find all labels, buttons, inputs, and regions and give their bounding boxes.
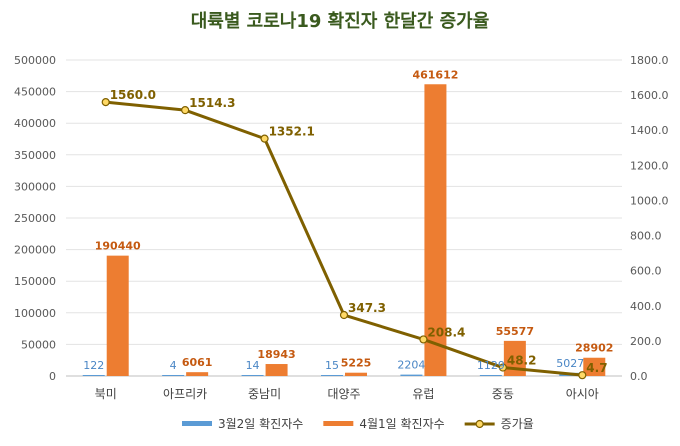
legend-label: 증가율: [501, 417, 534, 431]
bar-value-label: 6061: [182, 356, 213, 369]
rate-marker: [419, 335, 428, 344]
legend-marker: [475, 419, 484, 429]
left-tick-label: 50000: [21, 338, 56, 351]
left-tick-label: 350000: [14, 149, 56, 162]
left-tick-label: 0: [49, 370, 56, 383]
right-tick-label: 1000.0: [630, 194, 669, 207]
gridlines: [66, 59, 622, 377]
rate-value-label: 1514.3: [189, 96, 235, 110]
rate-value-label: 4.7: [586, 361, 607, 375]
category-label: 유럽: [412, 387, 434, 401]
category-label: 대양주: [327, 387, 360, 401]
bar-mar2-5: [400, 374, 423, 376]
left-axis: 0 50000 100000 150000 200000 250000 300000 3500…: [14, 54, 56, 383]
rate-value-label: 347.3: [348, 301, 386, 315]
bar-apr1-1: [106, 255, 129, 376]
left-tick-label: 100000: [14, 307, 56, 320]
bar-apr1-5: [424, 84, 447, 376]
rate-marker: [260, 134, 269, 143]
right-tick-label: 1800.0: [630, 54, 669, 67]
rate-value-label: 1560.0: [110, 88, 156, 102]
right-tick-label: 200.0: [630, 335, 662, 348]
bar-mar2-6: [479, 375, 502, 376]
legend-label: 3월2일 확진자수: [218, 417, 303, 431]
rate-value-label: 1352.1: [269, 125, 315, 139]
bars: [82, 84, 606, 376]
right-tick-label: 0.0: [630, 370, 648, 383]
right-tick-label: 400.0: [630, 300, 662, 313]
right-tick-label: 600.0: [630, 265, 662, 278]
bar-value-label: 4: [170, 359, 177, 372]
bar-value-label: 18943: [257, 348, 295, 361]
left-tick-label: 500000: [14, 54, 56, 67]
bar-value-label: 14: [246, 359, 260, 372]
bar-mar2-4: [321, 375, 343, 376]
rate-marker: [339, 310, 349, 320]
category-label: 중남미: [248, 387, 281, 401]
legend-label: 4월1일 확진자수: [359, 417, 444, 431]
left-tick-label: 400000: [14, 117, 56, 130]
bar-value-label: 5225: [341, 357, 372, 370]
bar-apr1-3: [265, 364, 288, 376]
x-axis: 북미 아프리카 중남미 대양주 유럽 중동 아시아: [95, 387, 599, 401]
right-axis: 0.0 200.0 400.0 600.0 800.0 1000.0 1200.0 1400.…: [630, 54, 669, 383]
category-label: 중동: [492, 387, 514, 401]
right-tick-label: 800.0: [630, 230, 662, 243]
category-label: 아시아: [566, 387, 599, 401]
bar-value-label: 28902: [575, 342, 613, 355]
legend: 3월2일 확진자수 4월1일 확진자수 증가율: [182, 417, 534, 431]
right-tick-label: 1400.0: [630, 124, 669, 137]
bar-value-label: 122: [83, 359, 104, 372]
bar-mar2-2: [162, 375, 185, 376]
left-tick-label: 250000: [14, 212, 56, 225]
rate-value-label: 48.2: [507, 354, 537, 368]
bar-mar2-1: [82, 375, 105, 376]
bar-apr1-4: [345, 372, 367, 376]
right-tick-label: 1200.0: [630, 159, 669, 172]
bar-apr1-2: [186, 372, 209, 376]
rate-marker: [578, 371, 587, 380]
left-tick-label: 150000: [14, 275, 56, 288]
legend-swatch: [182, 421, 212, 426]
category-label: 아프리카: [163, 387, 207, 401]
chart-title: 대륙별 코로나19 확진자 한달간 증가율: [191, 11, 490, 32]
rate-value-label: 208.4: [427, 325, 465, 339]
rate-marker: [101, 98, 110, 107]
bar-value-label: 190440: [95, 240, 141, 253]
left-tick-label: 450000: [14, 86, 56, 99]
legend-swatch: [323, 421, 354, 426]
bar-value-label: 461612: [412, 68, 458, 81]
bar-value-label: 1129: [477, 359, 505, 372]
right-tick-label: 1600.0: [630, 89, 669, 102]
bar-value-label: 55577: [496, 325, 534, 338]
bar-value-label: 15: [325, 359, 339, 372]
bar-mar2-3: [241, 375, 264, 376]
rate-line-series: [101, 98, 587, 380]
left-tick-label: 300000: [14, 180, 56, 193]
bar-value-label: 2204: [397, 359, 425, 372]
bar-apr1-7: [583, 357, 606, 376]
rate-marker: [498, 363, 507, 372]
left-tick-label: 200000: [14, 244, 56, 257]
rate-marker: [181, 106, 190, 115]
category-label: 북미: [95, 387, 117, 401]
data-labels: 122 4 14 15 2204 1129 5027 190440 6061 18943 5225 4…: [83, 68, 613, 375]
bar-value-label: 5027: [556, 357, 584, 370]
